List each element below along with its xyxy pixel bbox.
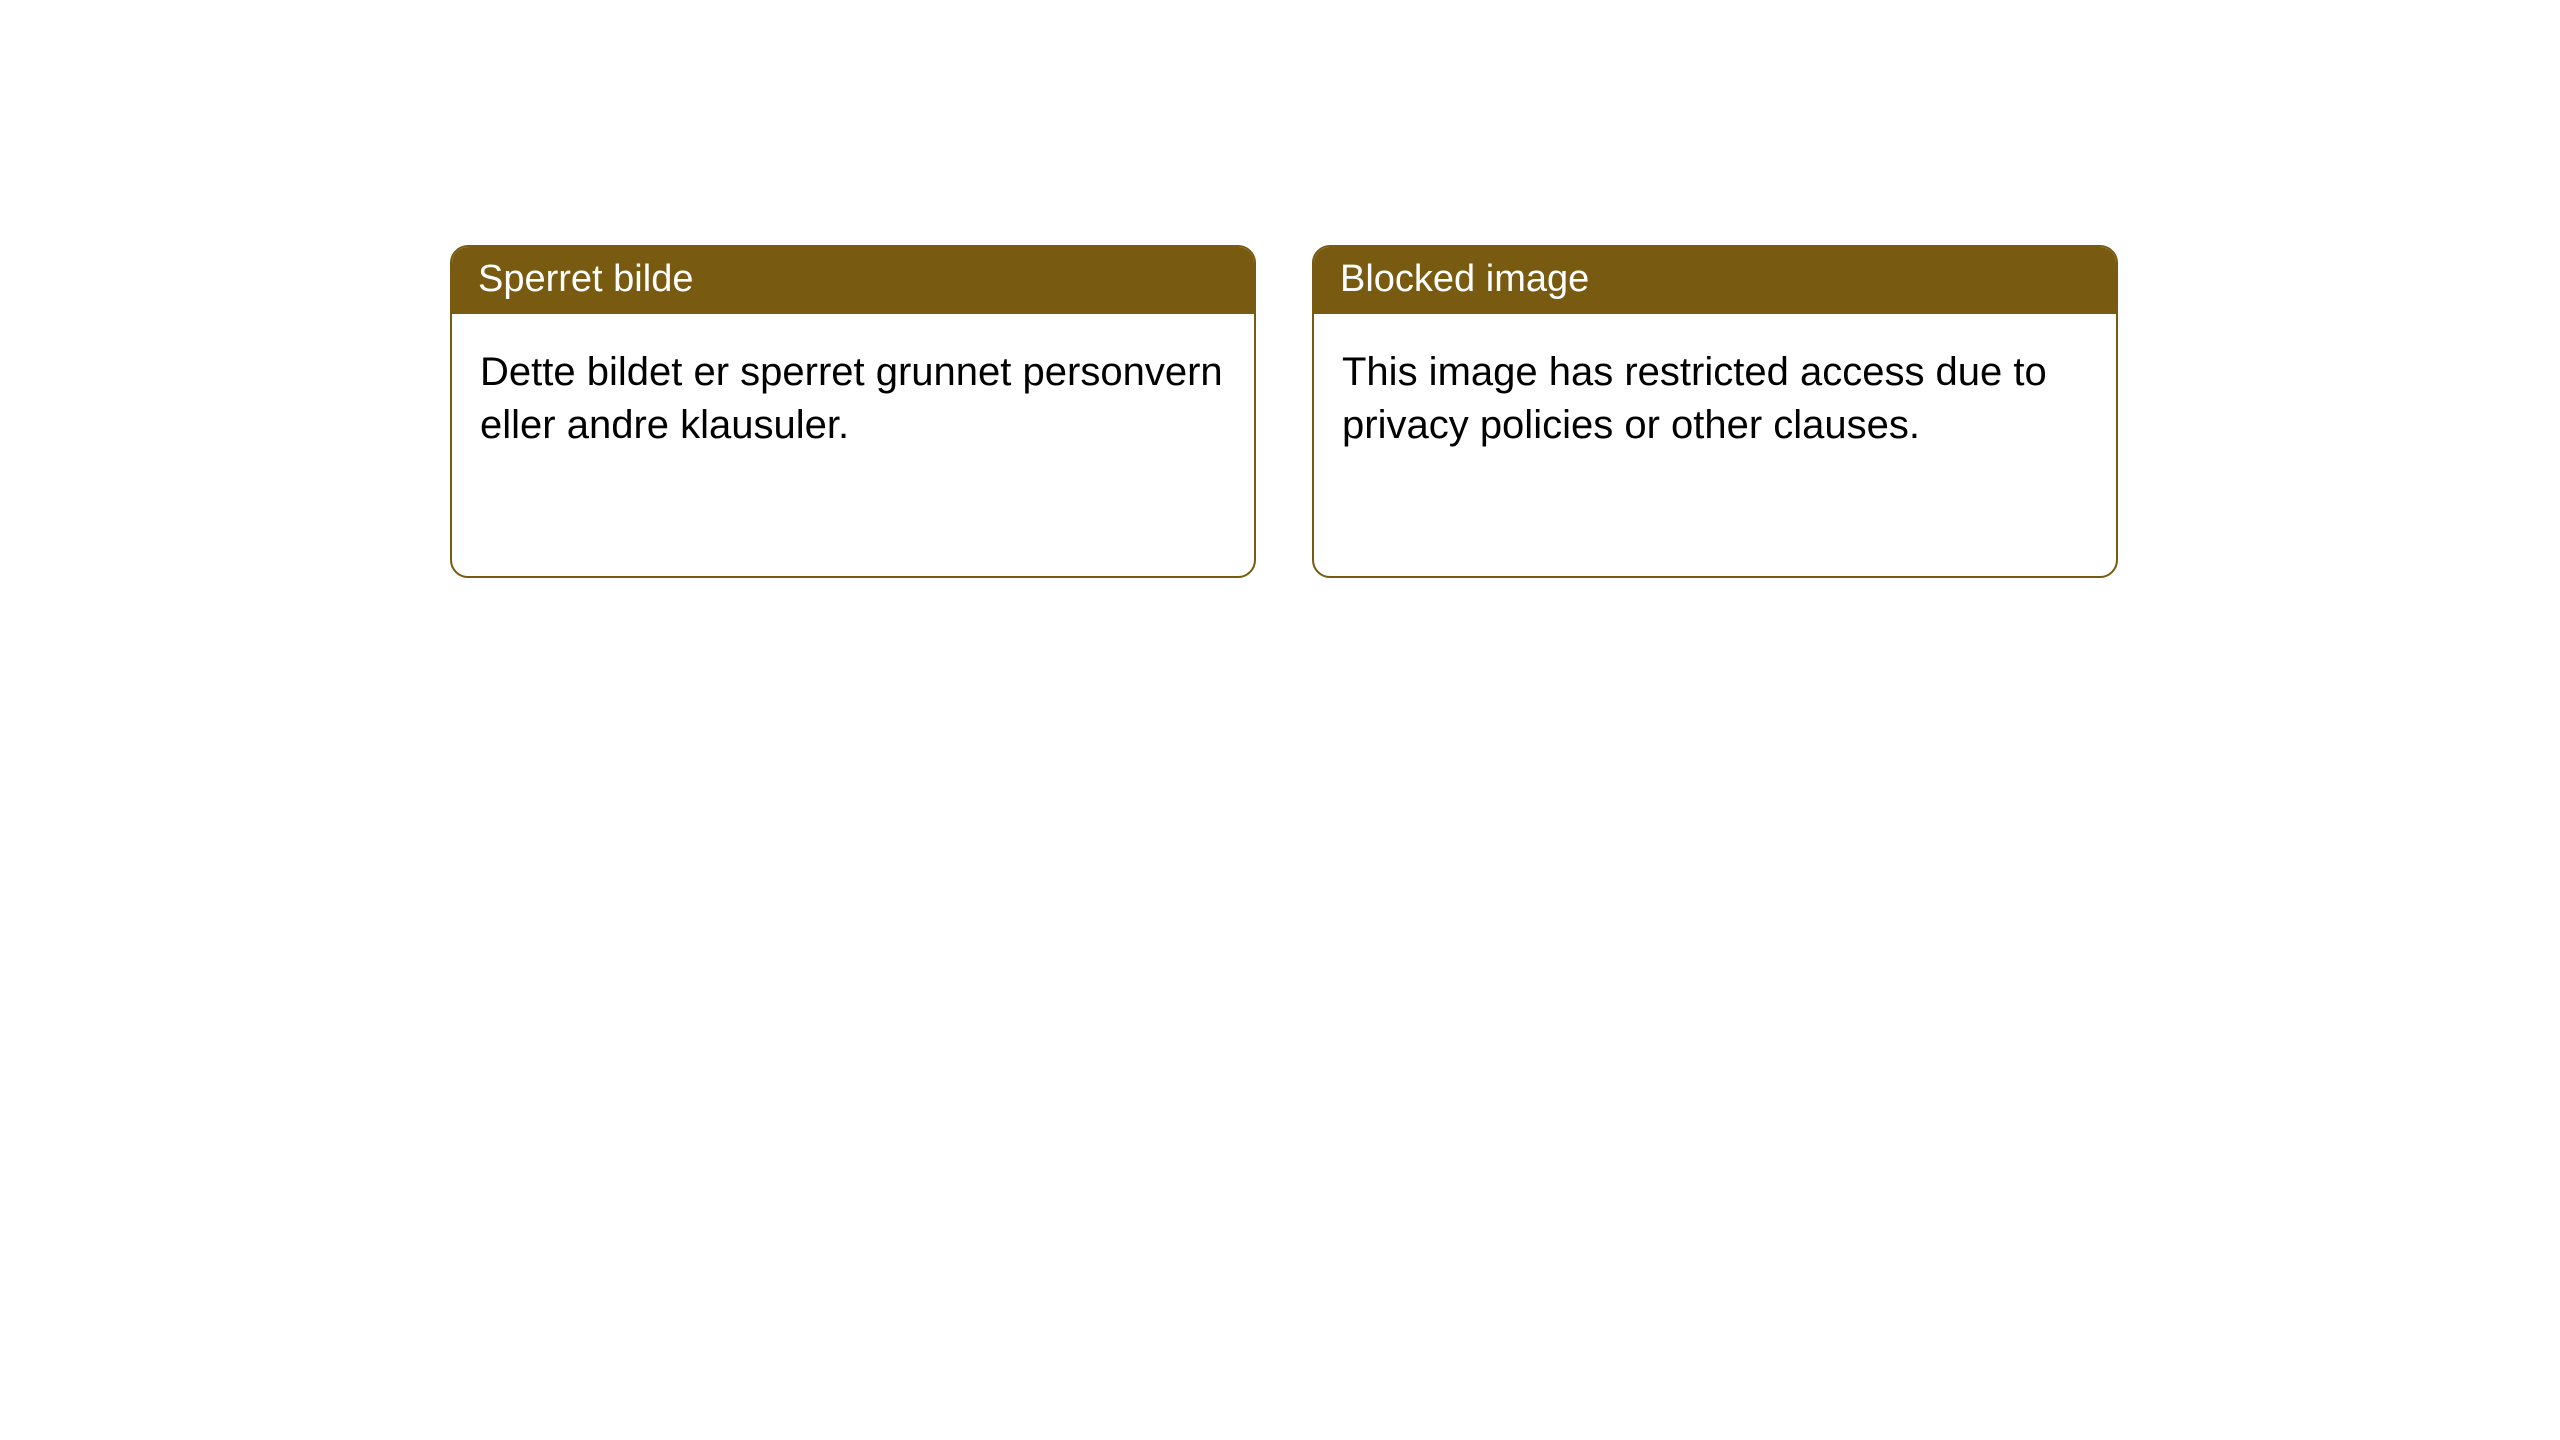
notice-card-english: Blocked image This image has restricted … xyxy=(1312,245,2118,578)
notice-body-english: This image has restricted access due to … xyxy=(1314,314,2116,484)
notice-title-english: Blocked image xyxy=(1314,247,2116,314)
notices-container: Sperret bilde Dette bildet er sperret gr… xyxy=(0,0,2560,578)
notice-body-norwegian: Dette bildet er sperret grunnet personve… xyxy=(452,314,1254,484)
notice-card-norwegian: Sperret bilde Dette bildet er sperret gr… xyxy=(450,245,1256,578)
notice-title-norwegian: Sperret bilde xyxy=(452,247,1254,314)
